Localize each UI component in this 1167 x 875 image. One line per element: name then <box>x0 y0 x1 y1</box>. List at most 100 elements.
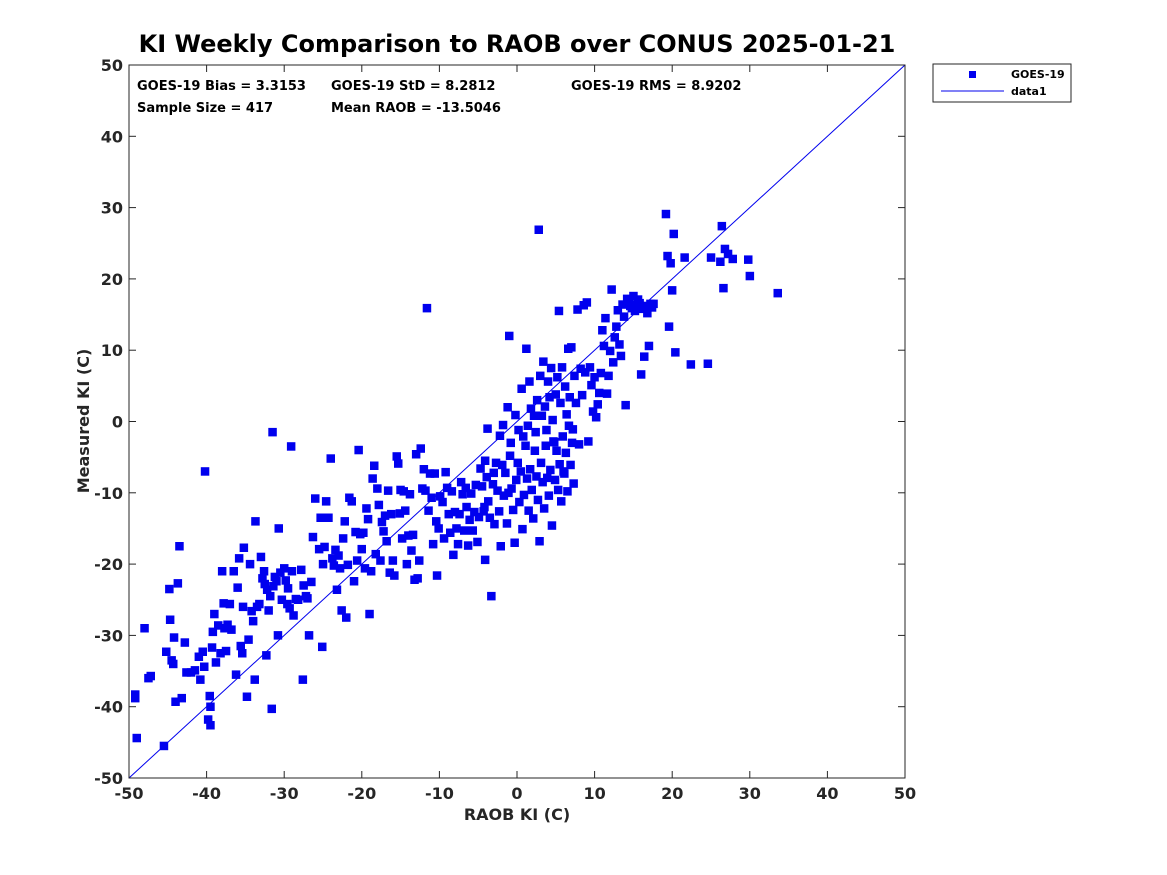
scatter-point <box>463 541 473 550</box>
y-tick-label: 40 <box>101 127 123 146</box>
scatter-point <box>728 254 737 264</box>
scatter-point <box>326 454 335 463</box>
scatter-point <box>496 542 505 551</box>
scatter-point <box>236 641 245 651</box>
scatter-point <box>495 431 505 440</box>
scatter-point <box>671 348 680 357</box>
scatter-point <box>485 513 495 522</box>
scatter-point <box>329 561 339 570</box>
scatter-point <box>616 351 626 361</box>
scatter-point <box>467 489 476 498</box>
scatter-point <box>508 505 518 515</box>
scatter-point <box>331 545 340 555</box>
scatter-point <box>565 393 574 402</box>
scatter-point <box>441 467 450 477</box>
scatter-point <box>455 509 464 519</box>
scatter-point <box>507 484 516 493</box>
scatter-point <box>473 537 482 547</box>
scatter-point <box>242 692 252 701</box>
legend-label-goes19: GOES-19 <box>1011 68 1065 81</box>
scatter-point <box>380 511 390 520</box>
scatter-point <box>247 606 256 616</box>
scatter-point <box>635 298 644 308</box>
scatter-point <box>482 472 491 482</box>
scatter-point <box>480 502 489 512</box>
scatter-point <box>537 411 547 420</box>
scatter-point <box>717 221 727 231</box>
legend-label-data1: data1 <box>1011 85 1047 98</box>
scatter-point <box>234 554 244 563</box>
scatter-point <box>536 371 545 381</box>
scatter-point <box>165 584 174 594</box>
scatter-point <box>550 437 559 447</box>
scatter-point <box>557 363 567 372</box>
x-tick-label: -10 <box>425 784 454 803</box>
scatter-point <box>245 559 255 569</box>
scatter-point <box>558 432 567 441</box>
scatter-point <box>479 507 488 516</box>
scatter-point <box>244 635 253 644</box>
scatter-point <box>595 388 604 398</box>
scatter-point <box>256 552 266 562</box>
scatter-point <box>206 721 215 730</box>
scatter-point <box>360 564 370 573</box>
scatter-point <box>574 440 584 449</box>
scatter-point <box>283 599 292 609</box>
scatter-point <box>399 487 408 496</box>
scatter-point <box>320 542 329 552</box>
scatter-point <box>545 393 554 402</box>
y-tick-label: -10 <box>94 484 123 503</box>
scatter-point <box>411 450 421 459</box>
scatter-point <box>560 382 570 391</box>
scatter-point <box>462 502 471 512</box>
scatter-point <box>573 305 582 314</box>
scatter-point <box>318 559 328 569</box>
scatter-point <box>173 579 183 588</box>
scatter-point <box>293 595 303 604</box>
scatter-point <box>720 244 730 254</box>
scatter-point <box>340 517 349 526</box>
scatter-point <box>200 662 209 671</box>
scatter-point <box>553 373 562 382</box>
scatter-point <box>566 460 575 470</box>
scatter-point <box>347 497 356 506</box>
scatter-point <box>376 556 385 565</box>
scatter-point <box>519 490 529 500</box>
scatter-point <box>546 363 556 373</box>
scatter-point <box>425 469 435 478</box>
stat-rms: GOES-19 RMS = 8.9202 <box>571 79 741 94</box>
scatter-point <box>513 458 522 468</box>
x-tick-label: 30 <box>739 784 761 803</box>
scatter-point <box>250 675 259 684</box>
scatter-point <box>601 313 610 323</box>
scatter-point <box>519 432 528 441</box>
scatter-point <box>255 599 264 609</box>
stat-bias: GOES-19 Bias = 3.3153 <box>137 79 306 94</box>
scatter-point <box>354 445 363 455</box>
scatter-point <box>368 474 377 483</box>
scatter-point <box>194 652 204 661</box>
scatter-point <box>494 507 504 516</box>
scatter-point <box>540 402 550 411</box>
scatter-point <box>630 306 640 316</box>
scatter-point <box>456 477 466 487</box>
scatter-point <box>522 344 531 353</box>
scatter-point <box>266 591 275 601</box>
scatter-point <box>432 517 441 526</box>
scatter-point <box>669 229 678 239</box>
scatter-point <box>162 647 171 656</box>
stat-mean-raob: Mean RAOB = -13.5046 <box>331 101 501 116</box>
scatter-point <box>539 504 549 513</box>
scatter-point <box>619 312 629 321</box>
scatter-point <box>502 519 512 528</box>
scatter-point <box>219 599 228 608</box>
scatter-point <box>169 633 179 642</box>
scatter-point <box>505 451 515 460</box>
scatter-point <box>557 497 566 506</box>
legend-marker-goes19 <box>969 71 976 78</box>
scatter-point <box>483 424 492 433</box>
scatter-point <box>352 556 362 565</box>
scatter-point <box>555 460 564 469</box>
scatter-point <box>543 377 553 386</box>
scatter-point <box>316 513 325 522</box>
